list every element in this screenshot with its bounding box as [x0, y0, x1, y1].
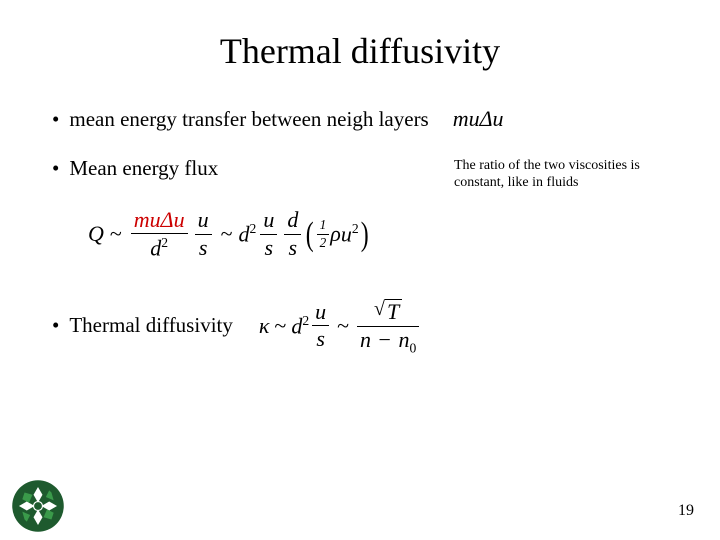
eq2-frac-us: u s [312, 300, 329, 351]
eq1-Q: Q [88, 221, 104, 247]
eq2-kappa: κ [259, 313, 270, 339]
slide-container: Thermal diffusivity • mean energy transf… [0, 0, 720, 540]
page-title: Thermal diffusivity [48, 30, 672, 72]
eq2-sqrtT: √T [371, 296, 405, 324]
bullet-dot: • [52, 156, 59, 181]
eq1-rparen: ) [360, 221, 368, 248]
eq1-frac-1: muΔu d2 [131, 208, 188, 261]
inline-math-mudeltaU: muΔu [453, 106, 504, 132]
page-number: 19 [678, 502, 694, 520]
eq2-tilde-2: ~ [337, 313, 349, 339]
equation-heat-flux: Q ~ muΔu d2 u s ~ d2 u s d s ( [88, 208, 672, 261]
eq2-den: n − n0 [357, 328, 419, 355]
eq1-tilde-2: ~ [221, 221, 233, 247]
equation-thermal-diffusivity: κ ~ d2 u s ~ √T n − [259, 296, 422, 355]
eq1-frac-us-1: u s [195, 208, 212, 259]
bullet-row-1: • mean energy transfer between neigh lay… [48, 106, 672, 132]
bullet-1-text: mean energy transfer between neigh layer… [69, 107, 428, 132]
eq2-d2: d2 [291, 313, 309, 339]
eq1-frac1-num: muΔu [131, 208, 188, 232]
bullet-row-2: • Mean energy flux The ratio of the two … [48, 156, 672, 192]
eq2-frac-final: √T n − n0 [357, 296, 419, 355]
argonne-logo [10, 478, 66, 534]
eq1-d2: d2 [239, 221, 257, 247]
eq1-lparen: ( [306, 221, 314, 248]
eq1-frac-ds: d s [284, 208, 301, 259]
bullet-dot: • [52, 107, 59, 132]
eq1-frac-us-2: u s [260, 208, 277, 259]
eq2-tilde-1: ~ [274, 313, 286, 339]
bullet-dot: • [52, 313, 59, 338]
eq1-frac1-den: d2 [147, 235, 171, 261]
eq1-half: 1 2 [317, 218, 330, 250]
bullet-2-text: Mean energy flux [69, 156, 218, 181]
eq1-rho: ρ [330, 221, 341, 247]
eq1-tilde-1: ~ [110, 221, 122, 247]
bullet-3-text: Thermal diffusivity [69, 313, 233, 338]
side-note: The ratio of the two viscosities is cons… [454, 158, 664, 192]
bullet-row-3: • Thermal diffusivity κ ~ d2 u s ~ √T [48, 296, 672, 355]
eq1-u2: u2 [341, 221, 359, 247]
